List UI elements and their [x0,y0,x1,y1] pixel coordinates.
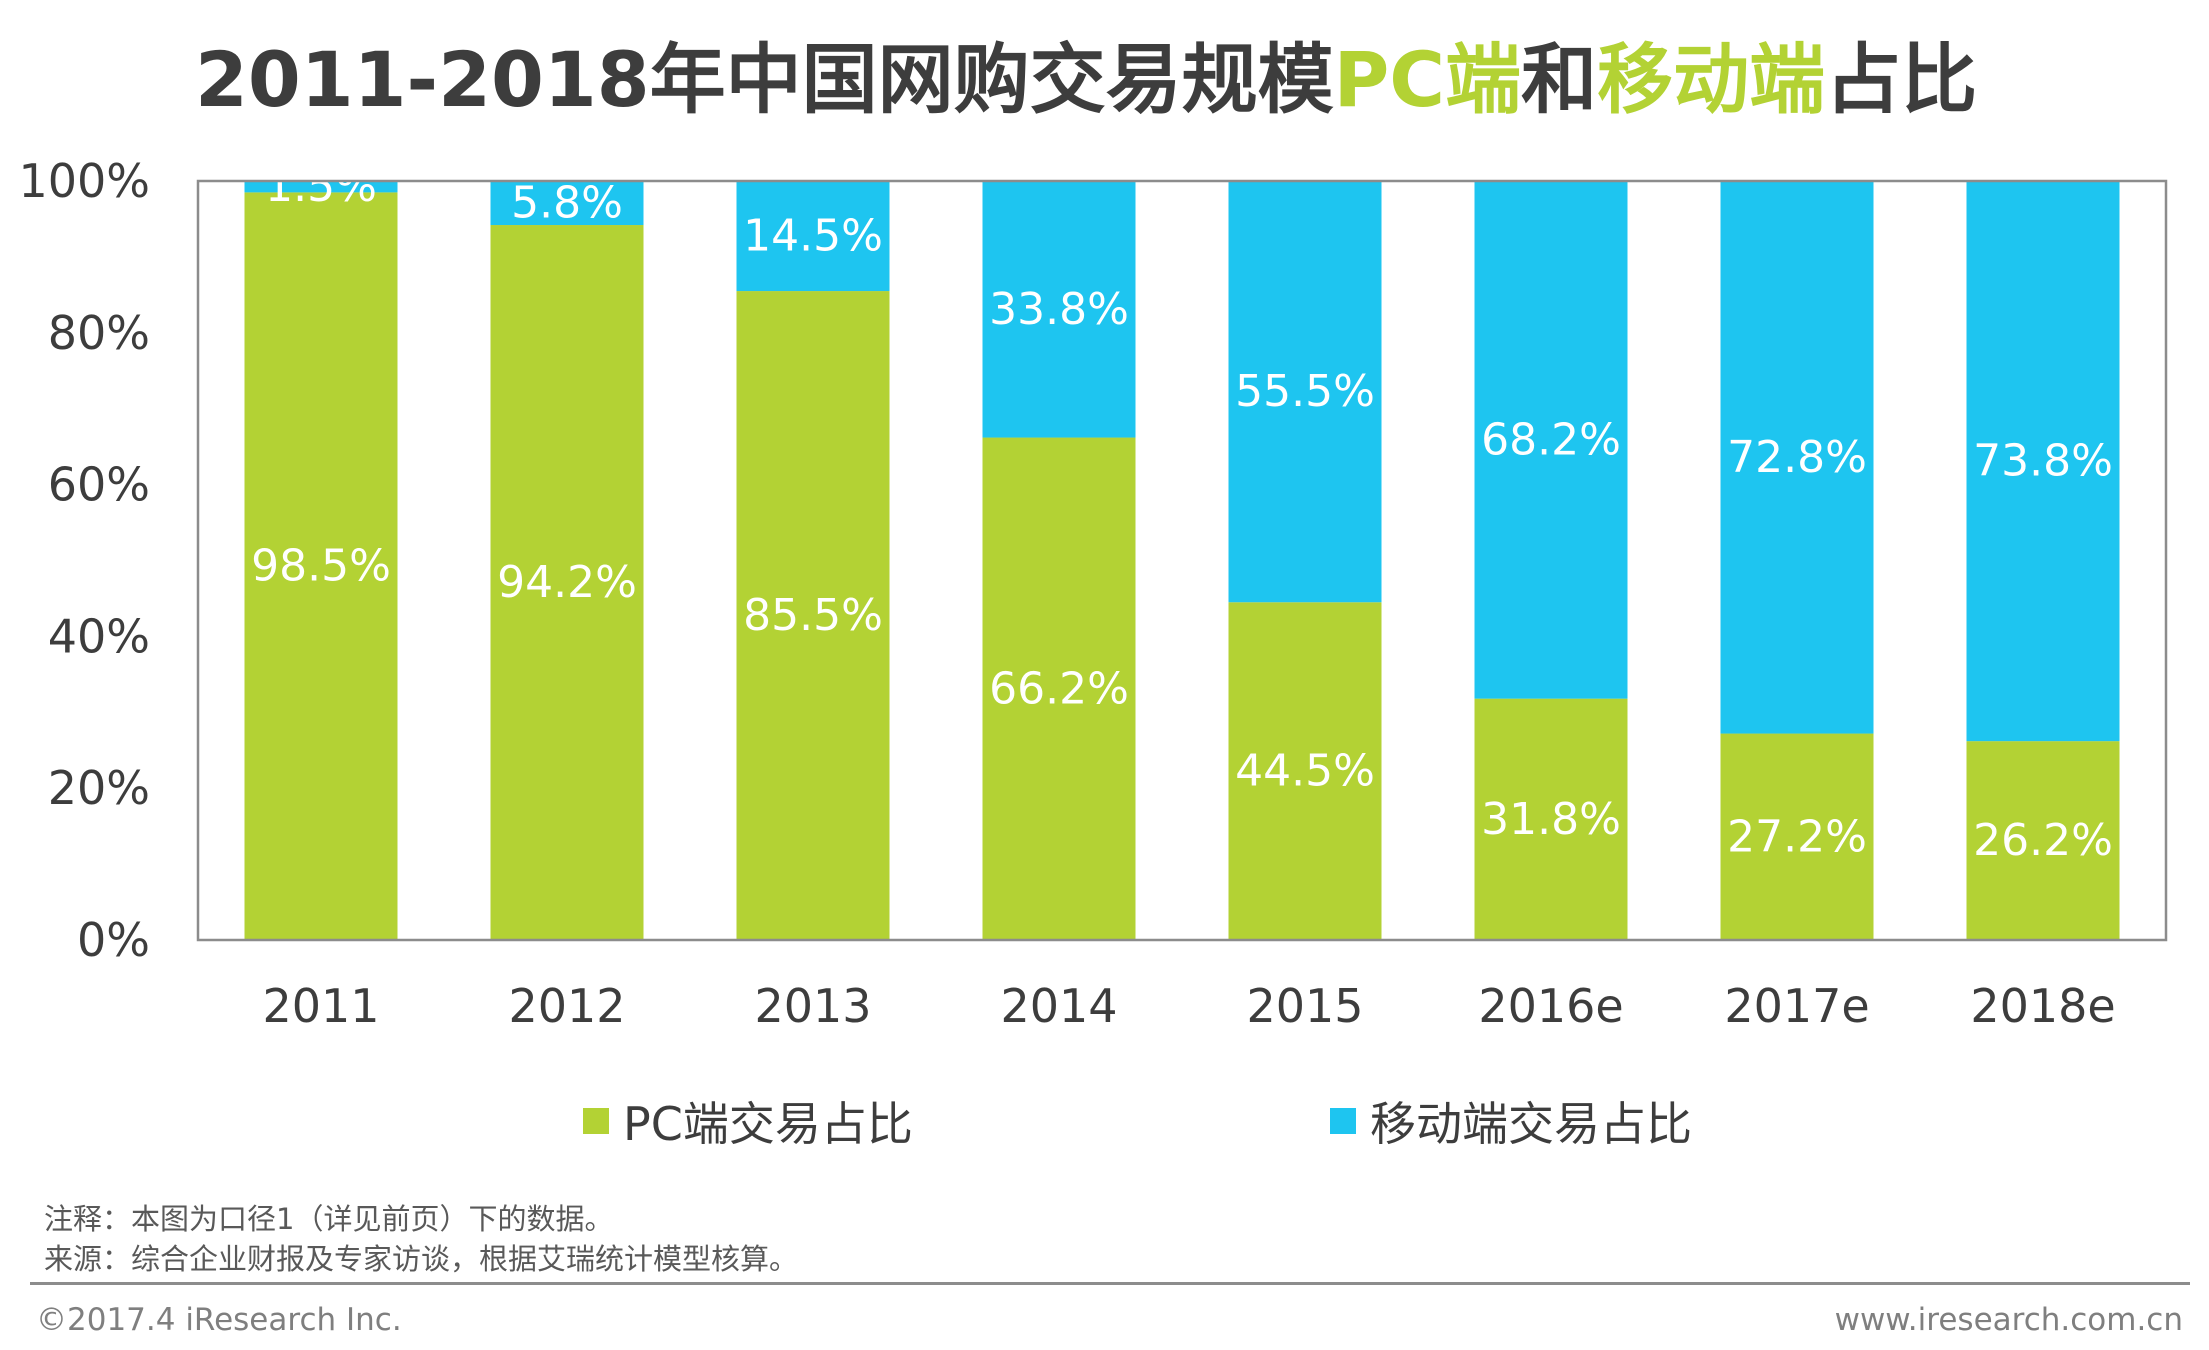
bar-label-pc-2011: 98.5% [251,541,391,592]
bar-label-mobile-2018e: 73.8% [1973,436,2113,487]
y-tick-label-5: 100% [18,154,150,208]
bar-label-pc-2016e: 31.8% [1481,794,1621,845]
bar-pc-2017e [1720,733,1874,940]
bar-mobile-2016e [1474,181,1628,699]
bar-label-mobile-2014: 33.8% [989,284,1129,335]
bar-pc-2013 [736,291,890,940]
legend-label-pc: PC端交易占比 [623,1097,913,1151]
bar-pc-2012 [490,225,644,941]
bar-label-mobile-2012: 5.8% [511,178,623,229]
bar-mobile-2012 [490,181,644,226]
bar-label-mobile-2016e: 68.2% [1481,414,1621,465]
footer-copyright: ©2017.4 iResearch Inc. [36,1302,402,1338]
y-tick-label-4: 80% [48,306,150,360]
bar-pc-2016e [1474,698,1628,940]
bar-mobile-2018e [1966,181,2120,742]
x-tick-label-2015: 2015 [1246,979,1363,1033]
plot-frame [196,179,2168,942]
y-tick-label-1: 20% [48,761,150,815]
x-tick-label-2013: 2013 [754,979,871,1033]
legend-swatch-mobile [1330,1108,1356,1134]
y-tick-label-3: 60% [48,458,150,512]
bar-label-mobile-2015: 55.5% [1235,366,1375,417]
chart-area: 98.5% 1.5% 94.2% 5.8% 85.5% 14.5% 66.2% 33.8% 44… [18,154,2168,1033]
bar-label-pc-2018e: 26.2% [1973,815,2113,866]
x-tick-label-2018e: 2018e [1970,979,2115,1033]
title-part-ratio: 占比 [1825,35,1978,124]
footer-divider [30,1282,2190,1285]
title-part-1: 2011-2018年中国网购交易规模 [195,35,1334,124]
x-tick-label-2014: 2014 [1000,979,1117,1033]
x-tick-label-2017e: 2017e [1724,979,1869,1033]
y-tick-label-0: 0% [77,913,150,967]
bar-label-pc-2017e: 27.2% [1727,811,1867,862]
bar-mobile-2014 [982,181,1136,438]
bar-pc-2014 [982,437,1136,940]
bar-label-mobile-2017e: 72.8% [1727,432,1867,483]
bar-label-pc-2014: 66.2% [989,663,1129,714]
axes-group [196,179,2168,942]
legend-item-mobile: 移动端交易占比 [1330,1088,1692,1154]
title-part-pc: PC端 [1333,35,1522,124]
x-tick-label-2016e: 2016e [1478,979,1623,1033]
bar-label-mobile-2013: 14.5% [743,211,883,262]
title-part-and: 和 [1521,35,1598,124]
footer-website: www.iresearch.com.cn [1834,1302,2183,1338]
bar-label-pc-2012: 94.2% [497,557,637,608]
bar-labels-group: 98.5% 1.5% 94.2% 5.8% 85.5% 14.5% 66.2% 33.8% 44… [251,161,2113,866]
x-tick-label-2011: 2011 [262,979,379,1033]
bar-label-mobile-2011: 1.5% [265,161,377,212]
bar-pc-2018e [1966,741,2120,940]
chart-title: 2011-2018年中国网购交易规模PC端和移动端占比 [195,18,1977,128]
chart-note: 注释：本图为口径1（详见前页）下的数据。 [44,1202,614,1236]
tick-labels-group: 2011 2012 2013 2014 2015 2016e 2017e 2018e 0% 20%… [18,154,2115,1033]
chart-source: 来源：综合企业财报及专家访谈，根据艾瑞统计模型核算。 [44,1242,799,1276]
bar-mobile-2015 [1228,181,1382,603]
bar-pc-2015 [1228,602,1382,940]
legend-label-mobile: 移动端交易占比 [1370,1097,1692,1151]
bar-mobile-2011 [244,181,398,193]
bar-label-pc-2015: 44.5% [1235,746,1375,797]
bar-mobile-2017e [1720,181,1874,734]
legend-item-pc: PC端交易占比 [583,1088,913,1154]
legend-swatch-pc [583,1108,609,1134]
bar-label-pc-2013: 85.5% [743,590,883,641]
bar-pc-2011 [244,192,398,940]
title-part-mobile: 移动端 [1597,35,1826,124]
bars-group [244,181,2120,941]
bar-mobile-2013 [736,181,890,292]
y-tick-label-2: 40% [48,609,150,663]
x-tick-label-2012: 2012 [508,979,625,1033]
